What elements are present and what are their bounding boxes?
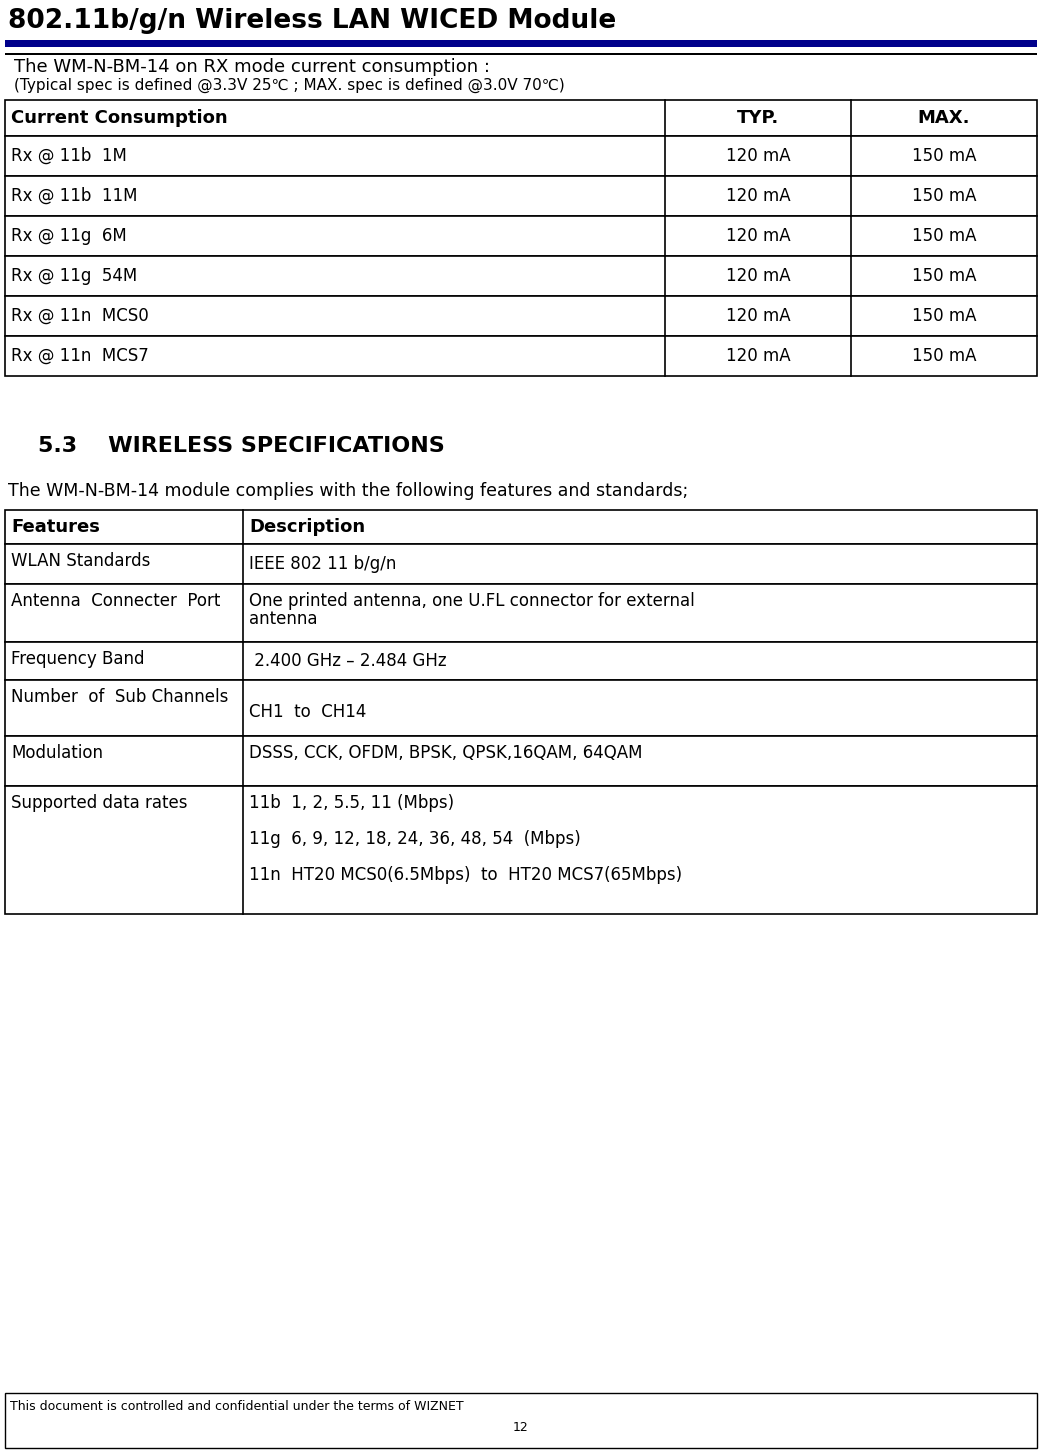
Text: Current Consumption: Current Consumption xyxy=(11,109,227,127)
Bar xyxy=(5,52,1037,54)
Text: Rx @ 11g  54M: Rx @ 11g 54M xyxy=(11,266,138,285)
Text: 120 mA: 120 mA xyxy=(725,186,790,205)
Text: 120 mA: 120 mA xyxy=(725,227,790,245)
Text: (Typical spec is defined @3.3V 25℃ ; MAX. spec is defined @3.0V 70℃): (Typical spec is defined @3.3V 25℃ ; MAX… xyxy=(14,79,565,93)
Text: 12: 12 xyxy=(513,1421,529,1434)
Bar xyxy=(5,176,1037,215)
Text: 150 mA: 150 mA xyxy=(912,147,976,165)
Text: 150 mA: 150 mA xyxy=(912,347,976,365)
Text: 11g  6, 9, 12, 18, 24, 36, 48, 54  (Mbps): 11g 6, 9, 12, 18, 24, 36, 48, 54 (Mbps) xyxy=(249,830,580,847)
Text: The WM-N-BM-14 on RX mode current consumption :: The WM-N-BM-14 on RX mode current consum… xyxy=(14,58,490,76)
Text: Rx @ 11n  MCS7: Rx @ 11n MCS7 xyxy=(11,347,149,365)
Text: 120 mA: 120 mA xyxy=(725,266,790,285)
Bar xyxy=(5,735,1037,786)
Text: Rx @ 11b  11M: Rx @ 11b 11M xyxy=(11,186,138,205)
Bar xyxy=(5,296,1037,336)
Text: Description: Description xyxy=(249,518,365,536)
Text: The WM-N-BM-14 module complies with the following features and standards;: The WM-N-BM-14 module complies with the … xyxy=(8,482,689,499)
Text: Frequency Band: Frequency Band xyxy=(11,649,145,668)
Text: 802.11b/g/n Wireless LAN WICED Module: 802.11b/g/n Wireless LAN WICED Module xyxy=(8,7,616,33)
Text: DSSS, CCK, OFDM, BPSK, QPSK,16QAM, 64QAM: DSSS, CCK, OFDM, BPSK, QPSK,16QAM, 64QAM xyxy=(249,744,643,761)
Text: Features: Features xyxy=(11,518,100,536)
Bar xyxy=(5,39,1037,47)
Bar xyxy=(5,1393,1037,1449)
Text: 150 mA: 150 mA xyxy=(912,186,976,205)
Text: 150 mA: 150 mA xyxy=(912,227,976,245)
Bar xyxy=(5,256,1037,296)
Text: One printed antenna, one U.FL connector for external: One printed antenna, one U.FL connector … xyxy=(249,593,695,610)
Bar xyxy=(5,135,1037,176)
Text: .: . xyxy=(10,1453,14,1456)
Text: Rx @ 11b  1M: Rx @ 11b 1M xyxy=(11,147,127,165)
Bar xyxy=(5,215,1037,256)
Text: 11n  HT20 MCS0(6.5Mbps)  to  HT20 MCS7(65Mbps): 11n HT20 MCS0(6.5Mbps) to HT20 MCS7(65Mb… xyxy=(249,866,683,884)
Text: WLAN Standards: WLAN Standards xyxy=(11,552,150,569)
Bar xyxy=(5,584,1037,642)
Text: 120 mA: 120 mA xyxy=(725,347,790,365)
Text: 150 mA: 150 mA xyxy=(912,307,976,325)
Bar xyxy=(5,336,1037,376)
Text: Supported data rates: Supported data rates xyxy=(11,794,188,812)
Text: Antenna  Connecter  Port: Antenna Connecter Port xyxy=(11,593,220,610)
Text: MAX.: MAX. xyxy=(918,109,970,127)
Text: This document is controlled and confidential under the terms of WIZNET: This document is controlled and confiden… xyxy=(10,1401,464,1412)
Bar xyxy=(5,510,1037,545)
Text: 150 mA: 150 mA xyxy=(912,266,976,285)
Text: 11b  1, 2, 5.5, 11 (Mbps): 11b 1, 2, 5.5, 11 (Mbps) xyxy=(249,794,454,812)
Text: TYP.: TYP. xyxy=(737,109,779,127)
Text: 120 mA: 120 mA xyxy=(725,147,790,165)
Bar xyxy=(5,642,1037,680)
Text: Rx @ 11n  MCS0: Rx @ 11n MCS0 xyxy=(11,307,149,325)
Text: 120 mA: 120 mA xyxy=(725,307,790,325)
Text: Rx @ 11g  6M: Rx @ 11g 6M xyxy=(11,227,127,245)
Bar xyxy=(5,680,1037,735)
Text: Number  of  Sub Channels: Number of Sub Channels xyxy=(11,689,228,706)
Bar xyxy=(5,545,1037,584)
Bar xyxy=(5,786,1037,914)
Text: Modulation: Modulation xyxy=(11,744,103,761)
Text: 5.3    WIRELESS SPECIFICATIONS: 5.3 WIRELESS SPECIFICATIONS xyxy=(38,435,445,456)
Text: antenna: antenna xyxy=(249,610,318,628)
Text: IEEE 802 11 b/g/n: IEEE 802 11 b/g/n xyxy=(249,555,396,574)
Text: 2.400 GHz – 2.484 GHz: 2.400 GHz – 2.484 GHz xyxy=(249,652,447,670)
Text: CH1  to  CH14: CH1 to CH14 xyxy=(249,703,367,721)
Bar xyxy=(5,100,1037,135)
